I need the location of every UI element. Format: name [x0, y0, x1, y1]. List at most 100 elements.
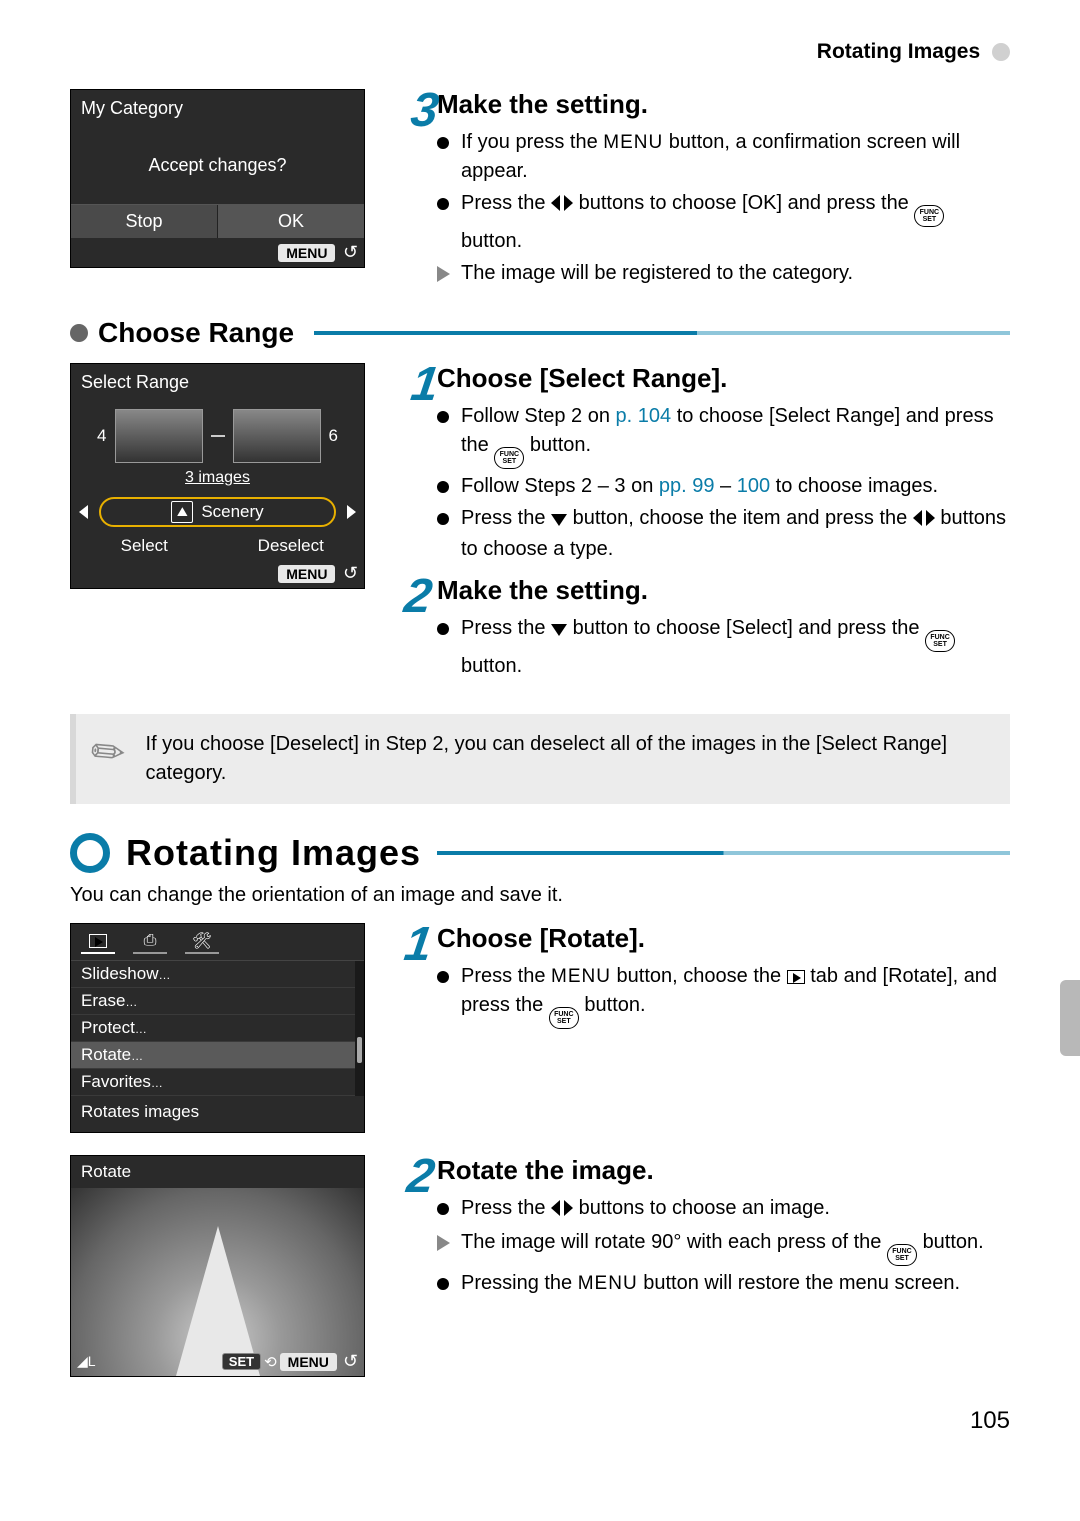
image-count: 3 images	[71, 467, 364, 493]
step-number-1: 1	[381, 363, 442, 567]
step-title: Make the setting.	[437, 89, 1010, 120]
page-link[interactable]: pp. 99	[659, 475, 715, 497]
bullet: Follow Step 2 on p. 104 to choose [Selec…	[437, 402, 1010, 469]
thumb-row: 4 6	[71, 401, 364, 467]
scenery-icon: ⛰	[171, 501, 193, 523]
category-label: Scenery	[201, 502, 263, 522]
page-number: 105	[70, 1407, 1010, 1435]
menu-item: Favorites…	[71, 1069, 355, 1096]
menu-list: Slideshow… Erase… Protect… Rotate… Favor…	[71, 961, 364, 1096]
result-bullet: The image will be registered to the cate…	[437, 259, 1010, 288]
circle-icon	[70, 833, 110, 873]
back-arrow-icon: ↻	[343, 1351, 358, 1372]
preview-footer: ◢L SET ⟲ MENU ↻	[77, 1351, 358, 1372]
thumb-right	[233, 409, 321, 463]
lcd-select-range: Select Range 4 6 3 images ⛰ Scenery Sele…	[70, 363, 365, 589]
bullet: Press the button to choose [Select] and …	[437, 614, 1010, 681]
bullet-icon	[70, 324, 88, 342]
side-thumb-tab	[1060, 980, 1080, 1056]
pencil-icon: ✎	[81, 725, 136, 782]
category-row: ⛰ Scenery	[71, 497, 364, 527]
bullet: If you press the MENU button, a confirma…	[437, 128, 1010, 186]
lcd-footer: MENU ↻	[71, 238, 364, 267]
preview-image: ◢L SET ⟲ MENU ↻	[71, 1188, 364, 1376]
ri-step-1: 1 Choose [Rotate]. Press the MENU button…	[395, 923, 1010, 1032]
cr-step-1: 1 Choose [Select Range]. Follow Step 2 o…	[395, 363, 1010, 567]
stop-button: Stop	[71, 205, 217, 238]
page-header: Rotating Images	[70, 40, 1010, 64]
left-right-arrows-icon	[551, 1196, 573, 1225]
step-number-2: 2	[385, 1155, 438, 1301]
header-title: Rotating Images	[817, 40, 980, 63]
menu-pill: MENU	[278, 565, 335, 583]
step-number-3: 3	[381, 89, 441, 291]
divider	[314, 331, 1010, 335]
func-set-button-icon: FUNCSET	[887, 1244, 917, 1266]
print-tab-icon: ⎙	[133, 930, 167, 954]
step-number-1: 1	[387, 923, 434, 1032]
scrollbar-thumb	[357, 1037, 362, 1063]
menu-pill: MENU	[278, 244, 335, 262]
back-arrow-icon: ↻	[343, 563, 358, 584]
menu-label: MENU	[551, 966, 611, 987]
left-num: 4	[97, 426, 106, 446]
step-3: 3 Make the setting. If you press the MEN…	[395, 89, 1010, 291]
menu-description: Rotates images	[71, 1096, 364, 1132]
header-dot-icon	[992, 43, 1010, 61]
result-bullet: The image will rotate 90° with each pres…	[437, 1228, 1010, 1266]
down-arrow-icon	[551, 506, 567, 535]
page-link[interactable]: p. 104	[616, 405, 672, 427]
tab-row: ⎙ 🛠	[71, 924, 364, 961]
page-link[interactable]: 100	[737, 475, 770, 497]
thumb-left	[115, 409, 203, 463]
note-box: ✎ If you choose [Deselect] in Step 2, yo…	[70, 714, 1010, 804]
menu-item: Protect…	[71, 1015, 355, 1042]
sub-section-choose-range: Choose Range	[70, 317, 1010, 349]
left-right-arrows-icon	[551, 191, 573, 220]
bullet: Press the button, choose the item and pr…	[437, 504, 1010, 564]
rotate-icon: ⟲	[264, 1353, 277, 1371]
func-set-button-icon: FUNCSET	[549, 1007, 579, 1029]
action-row: Select Deselect	[71, 533, 364, 559]
bullet: Press the buttons to choose [OK] and pre…	[437, 189, 1010, 256]
step-title: Choose [Select Range].	[437, 363, 1010, 394]
cr-step-2: 2 Make the setting. Press the button to …	[395, 575, 1010, 684]
major-title: Rotating Images	[126, 832, 421, 874]
down-arrow-icon	[551, 616, 567, 645]
lcd-my-category: My Category Accept changes? Stop OK MENU…	[70, 89, 365, 268]
bullet: Press the buttons to choose an image.	[437, 1194, 1010, 1225]
bullet: Press the MENU button, choose the tab an…	[437, 962, 1010, 1029]
menu-pill: MENU	[280, 1353, 337, 1371]
back-arrow-icon: ↻	[343, 242, 358, 263]
lcd-menu-list: ⎙ 🛠 Slideshow… Erase… Protect… Rotate… F…	[70, 923, 365, 1133]
ri-step-2: 2 Rotate the image. Press the buttons to…	[395, 1155, 1010, 1301]
lcd-button-row: Stop OK	[71, 204, 364, 238]
menu-item: Slideshow…	[71, 961, 355, 988]
intro-text: You can change the orientation of an ima…	[70, 884, 1010, 907]
lcd-rotate-preview: Rotate ◢L SET ⟲ MENU ↻	[70, 1155, 365, 1377]
lcd-prompt: Accept changes?	[71, 127, 364, 204]
play-tab-icon	[81, 930, 115, 954]
play-tab-icon	[787, 970, 805, 984]
note-text: If you choose [Deselect] in Step 2, you …	[146, 730, 990, 788]
bullet: Pressing the MENU button will restore th…	[437, 1269, 1010, 1298]
step-title: Choose [Rotate].	[437, 923, 1010, 954]
dash-icon	[211, 435, 225, 437]
lcd-title: Rotate	[71, 1156, 364, 1188]
lcd-footer: MENU ↻	[71, 559, 364, 588]
select-label: Select	[71, 533, 218, 559]
menu-label: MENU	[603, 132, 663, 153]
func-set-button-icon: FUNCSET	[914, 205, 944, 227]
ok-button: OK	[217, 205, 364, 238]
menu-item-selected: Rotate…	[71, 1042, 355, 1069]
tools-tab-icon: 🛠	[185, 930, 219, 954]
deselect-label: Deselect	[218, 533, 365, 559]
menu-label: MENU	[578, 1273, 638, 1294]
bullet: Follow Steps 2 – 3 on pp. 99 – 100 to ch…	[437, 472, 1010, 501]
func-set-button-icon: FUNCSET	[925, 630, 955, 652]
sub-header-title: Choose Range	[98, 317, 294, 349]
major-section-header: Rotating Images	[70, 832, 1010, 874]
lcd-title: My Category	[71, 90, 364, 127]
step-number-2: 2	[387, 575, 434, 684]
lcd-title: Select Range	[71, 364, 364, 401]
